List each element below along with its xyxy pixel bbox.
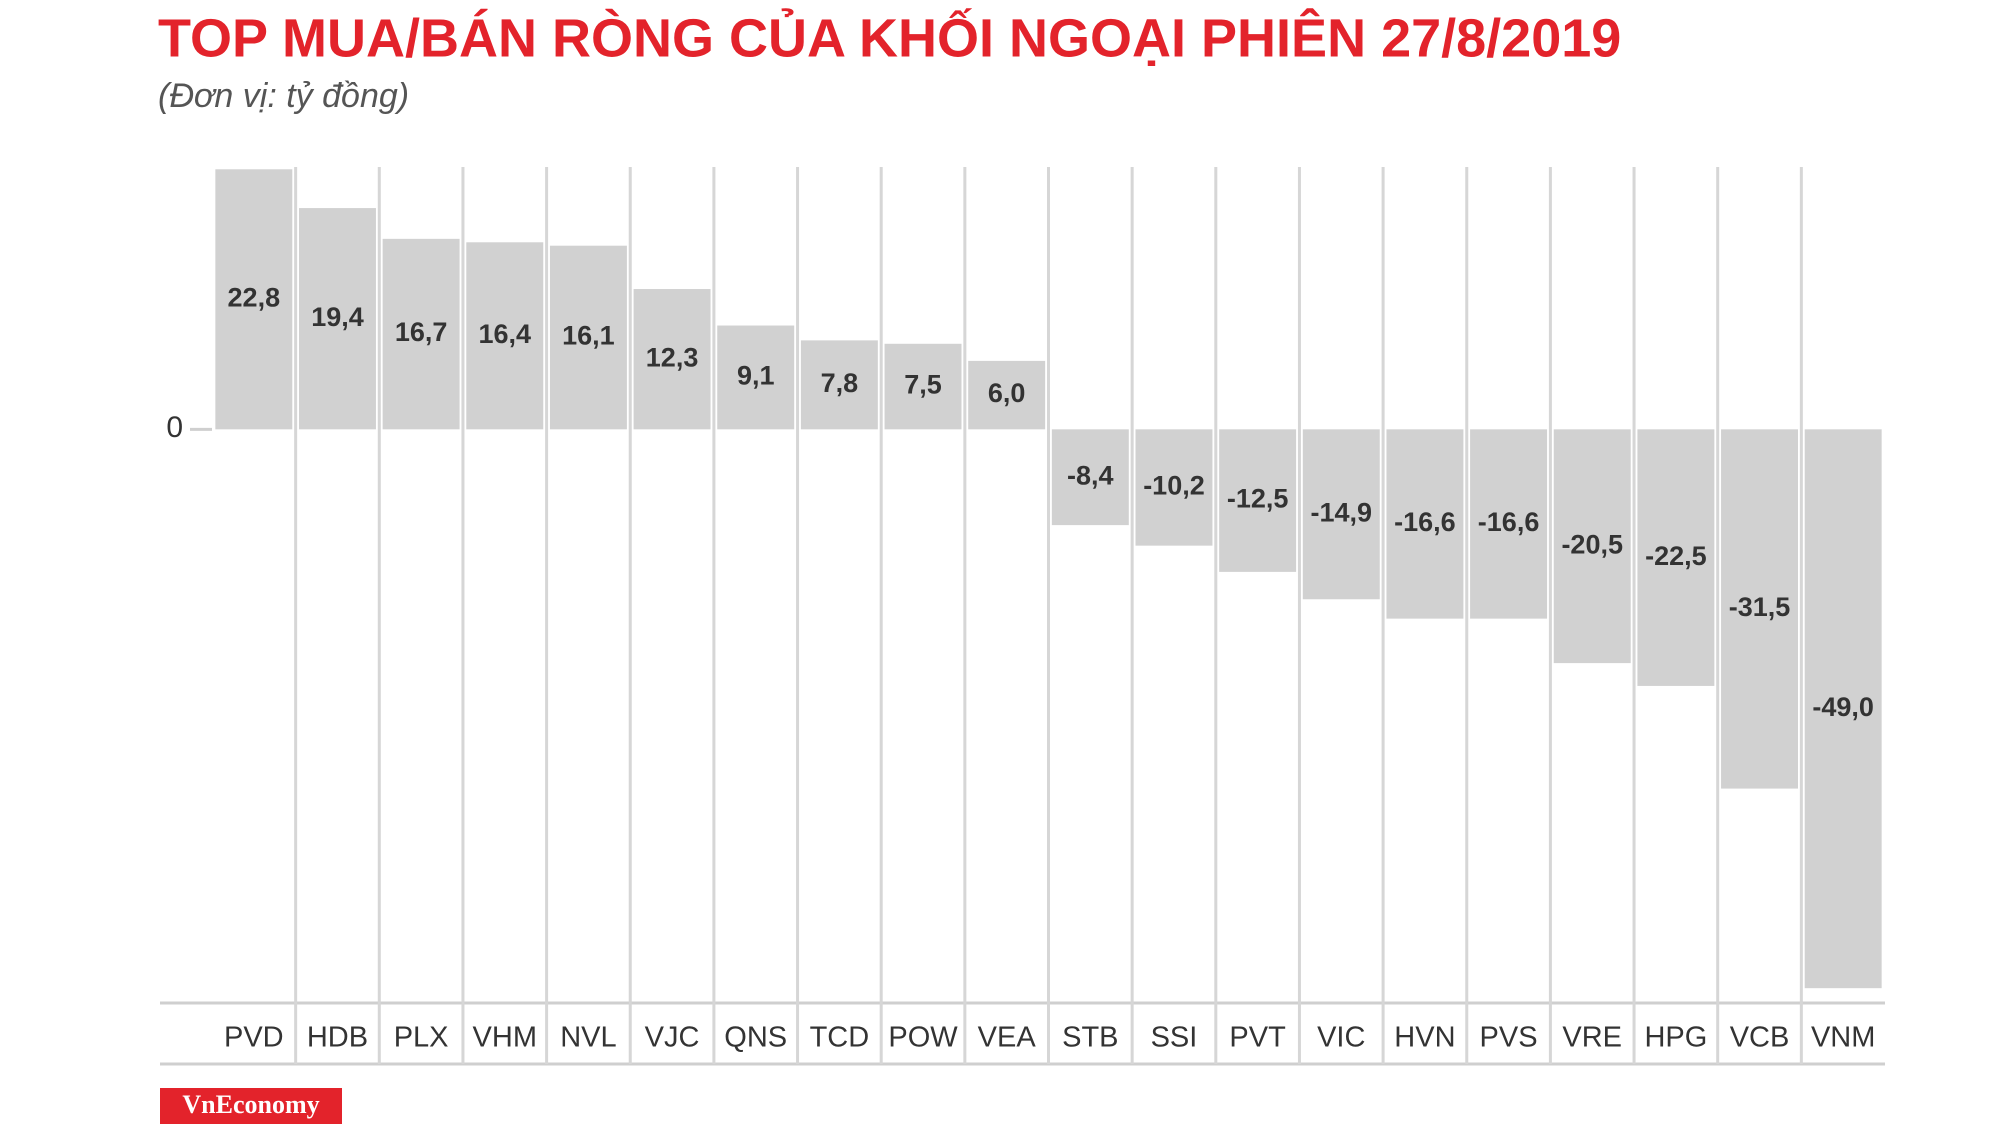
bar xyxy=(968,360,1046,430)
bar xyxy=(1721,429,1799,789)
x-tick-label: QNS xyxy=(724,1022,787,1054)
x-tick-label: VIC xyxy=(1317,1022,1365,1054)
value-label: -10,2 xyxy=(1143,471,1205,501)
x-tick-label: PVS xyxy=(1480,1022,1538,1054)
bar xyxy=(298,208,376,430)
value-label: -12,5 xyxy=(1227,484,1289,514)
x-tick-label: VNM xyxy=(1811,1022,1875,1054)
value-label: -20,5 xyxy=(1561,529,1623,559)
brand: VnEconomy xyxy=(182,1090,319,1119)
bar xyxy=(1804,429,1882,989)
value-label: 7,8 xyxy=(821,368,859,398)
chart-title: TOP MUA/BÁN RÒNG CỦA KHỐI NGOẠI PHIÊN 27… xyxy=(158,7,1621,68)
x-tick-label: POW xyxy=(888,1022,958,1054)
value-label: -14,9 xyxy=(1311,497,1373,527)
value-label: 7,5 xyxy=(904,370,942,400)
value-label: 19,4 xyxy=(311,302,364,332)
value-label: 9,1 xyxy=(737,361,775,391)
value-label: -16,6 xyxy=(1394,507,1456,537)
x-tick-label: TCD xyxy=(810,1022,870,1054)
x-tick-label: HDB xyxy=(307,1022,368,1054)
bar xyxy=(1051,429,1129,526)
x-tick-label: PVD xyxy=(224,1022,284,1054)
x-tick-label: VCB xyxy=(1730,1022,1790,1054)
brand-box xyxy=(160,1088,342,1124)
x-tick-label: HVN xyxy=(1394,1022,1455,1054)
bar xyxy=(549,245,627,430)
bar xyxy=(1219,429,1297,572)
x-tick-label: HPG xyxy=(1644,1022,1707,1054)
value-label: 16,4 xyxy=(478,319,531,349)
value-label: -22,5 xyxy=(1645,541,1707,571)
bar xyxy=(215,169,293,430)
value-label: 22,8 xyxy=(228,282,281,312)
bar xyxy=(717,325,795,430)
value-label: 16,1 xyxy=(562,321,615,351)
bar xyxy=(466,242,544,430)
x-tick-label: VEA xyxy=(978,1022,1037,1054)
y-tick-label: 0 xyxy=(166,411,183,444)
bar xyxy=(1302,429,1380,600)
value-label: 16,7 xyxy=(395,317,448,347)
x-tick-label: VJC xyxy=(645,1022,700,1054)
bar xyxy=(382,238,460,430)
x-tick-label: PLX xyxy=(394,1022,449,1054)
value-label: -31,5 xyxy=(1729,592,1791,622)
value-label: 6,0 xyxy=(988,378,1026,408)
bar xyxy=(800,340,878,430)
value-label: -8,4 xyxy=(1067,460,1114,490)
bar xyxy=(1386,429,1464,619)
x-tick-label: VHM xyxy=(473,1022,537,1054)
bar xyxy=(1553,429,1631,664)
x-tick-label: SSI xyxy=(1151,1022,1198,1054)
value-label: 12,3 xyxy=(646,342,699,372)
x-tick-label: NVL xyxy=(560,1022,616,1054)
bar xyxy=(1135,429,1213,546)
chart-subtitle: (Đơn vị: tỷ đồng) xyxy=(158,77,409,115)
x-tick-label: STB xyxy=(1062,1022,1118,1054)
bar xyxy=(884,343,962,430)
x-tick-label: PVT xyxy=(1229,1022,1286,1054)
value-label: -49,0 xyxy=(1812,692,1874,722)
value-label: -16,6 xyxy=(1478,507,1540,537)
bar xyxy=(633,289,711,430)
bar xyxy=(1470,429,1548,619)
bar xyxy=(1637,429,1715,686)
x-tick-label: VRE xyxy=(1562,1022,1622,1054)
